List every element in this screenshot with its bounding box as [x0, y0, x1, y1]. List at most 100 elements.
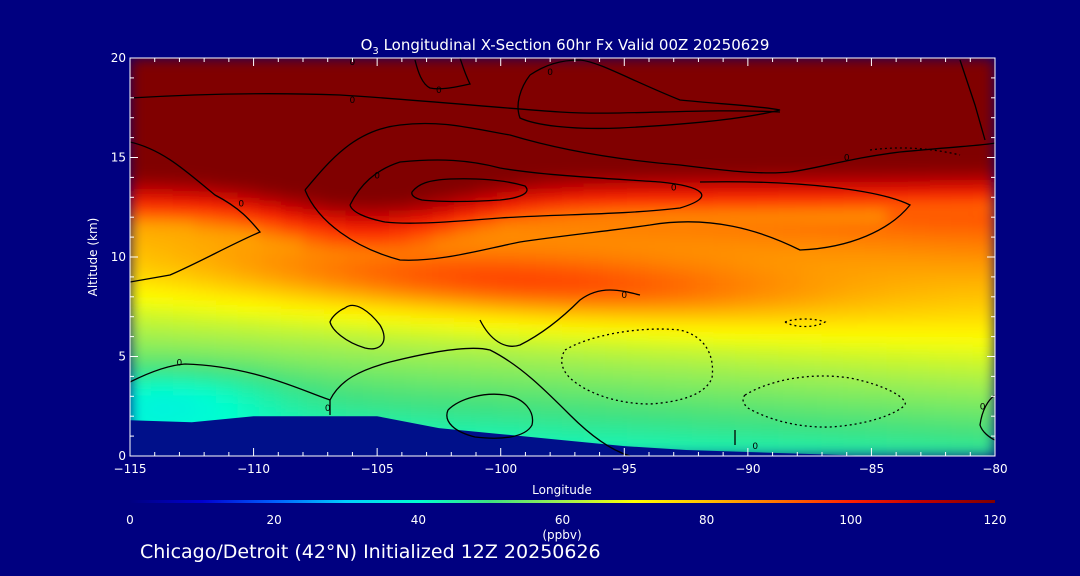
- contour-line: [414, 58, 471, 90]
- field-cell: [605, 166, 628, 176]
- field-cell: [345, 347, 369, 357]
- field-cell: [756, 84, 780, 95]
- field-cell: [302, 229, 326, 240]
- field-cell: [410, 184, 434, 195]
- field-cell: [216, 392, 239, 403]
- field-cell: [799, 247, 823, 258]
- field-cell: [799, 310, 823, 321]
- field-cell: [886, 437, 909, 448]
- field-cell: [929, 392, 953, 403]
- field-cell: [130, 202, 153, 213]
- field-cell: [605, 202, 628, 213]
- field-cell: [410, 220, 434, 231]
- field-cell: [497, 138, 520, 149]
- field-cell: [713, 238, 736, 249]
- field-cell: [951, 175, 974, 186]
- field-cell: [540, 211, 563, 222]
- field-cell: [886, 319, 909, 330]
- field-cell: [626, 148, 650, 158]
- field-cell: [475, 383, 499, 394]
- field-cell: [821, 328, 845, 339]
- field-cell: [130, 111, 153, 122]
- field-cell: [497, 75, 520, 86]
- field-cell: [908, 310, 931, 321]
- field-cell: [691, 175, 715, 186]
- y-axis-label: Altitude (km): [86, 218, 100, 297]
- field-cell: [540, 401, 563, 412]
- field-cell: [713, 365, 736, 375]
- field-cell: [756, 256, 780, 267]
- field-cell: [843, 75, 866, 86]
- field-cell: [843, 175, 866, 186]
- field-cell: [605, 184, 628, 195]
- field-cell: [756, 328, 780, 339]
- field-cell: [821, 238, 845, 249]
- field-cell: [605, 120, 628, 131]
- field-cell: [497, 166, 520, 176]
- field-cell: [821, 365, 845, 375]
- field-cell: [626, 383, 650, 394]
- field-cell: [194, 256, 217, 267]
- x-axis-label: Longitude: [532, 483, 592, 497]
- field-cell: [540, 256, 563, 267]
- field-cell: [799, 292, 823, 303]
- field-cell: [280, 392, 304, 403]
- field-cell: [951, 93, 974, 104]
- field-cell: [367, 157, 390, 167]
- field-cell: [951, 238, 974, 249]
- field-cell: [345, 328, 369, 339]
- field-cell: [972, 356, 995, 366]
- field-cell: [648, 138, 672, 149]
- field-cell: [259, 220, 282, 231]
- field-cell: [886, 310, 909, 321]
- field-cell: [799, 75, 823, 86]
- field-cell: [562, 184, 585, 195]
- field-cell: [951, 383, 974, 394]
- field-cell: [280, 383, 304, 394]
- field-cell: [259, 148, 282, 158]
- field-cell: [237, 401, 261, 412]
- field-cell: [691, 120, 715, 131]
- field-cell: [475, 238, 499, 249]
- field-cell: [929, 193, 953, 204]
- field-cell: [821, 157, 845, 167]
- field-cell: [367, 347, 390, 357]
- field-cell: [172, 337, 196, 348]
- field-cell: [302, 157, 326, 167]
- field-cell: [583, 184, 607, 195]
- field-cell: [280, 347, 304, 357]
- field-cell: [735, 319, 758, 330]
- field-cell: [821, 283, 845, 294]
- field-cell: [280, 193, 304, 204]
- field-cell: [259, 256, 282, 267]
- field-cell: [929, 111, 953, 122]
- field-cell: [929, 148, 953, 158]
- field-cell: [583, 129, 607, 140]
- field-cell: [432, 328, 455, 339]
- field-cell: [194, 265, 217, 276]
- field-cell: [151, 66, 174, 77]
- field-cell: [194, 383, 217, 394]
- field-cell: [130, 93, 153, 104]
- field-cell: [130, 211, 153, 222]
- field-cell: [605, 265, 628, 276]
- field-cell: [778, 58, 801, 68]
- field-cell: [756, 365, 780, 375]
- field-cell: [172, 129, 196, 140]
- field-cell: [453, 365, 477, 375]
- field-cell: [518, 365, 542, 375]
- field-cell: [972, 138, 995, 149]
- field-cell: [691, 75, 715, 86]
- field-cell: [216, 166, 239, 176]
- field-cell: [648, 58, 672, 68]
- field-cell: [821, 347, 845, 357]
- field-cell: [324, 138, 347, 149]
- field-cell: [475, 138, 499, 149]
- field-cell: [691, 184, 715, 195]
- field-cell: [735, 166, 758, 176]
- field-cell: [216, 202, 239, 213]
- field-cell: [626, 265, 650, 276]
- field-cell: [864, 184, 888, 195]
- field-cell: [367, 265, 390, 276]
- field-cell: [410, 365, 434, 375]
